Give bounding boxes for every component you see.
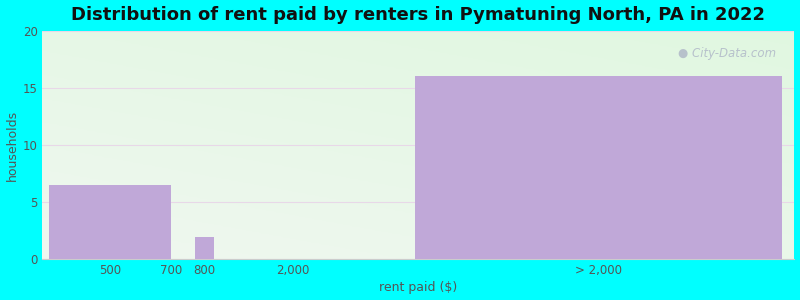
Bar — [49, 185, 171, 260]
Text: ● City-Data.com: ● City-Data.com — [678, 47, 776, 60]
Bar — [415, 76, 782, 260]
X-axis label: rent paid ($): rent paid ($) — [379, 281, 458, 294]
Y-axis label: households: households — [6, 110, 18, 181]
Title: Distribution of rent paid by renters in Pymatuning North, PA in 2022: Distribution of rent paid by renters in … — [71, 6, 766, 24]
Bar — [195, 236, 214, 260]
